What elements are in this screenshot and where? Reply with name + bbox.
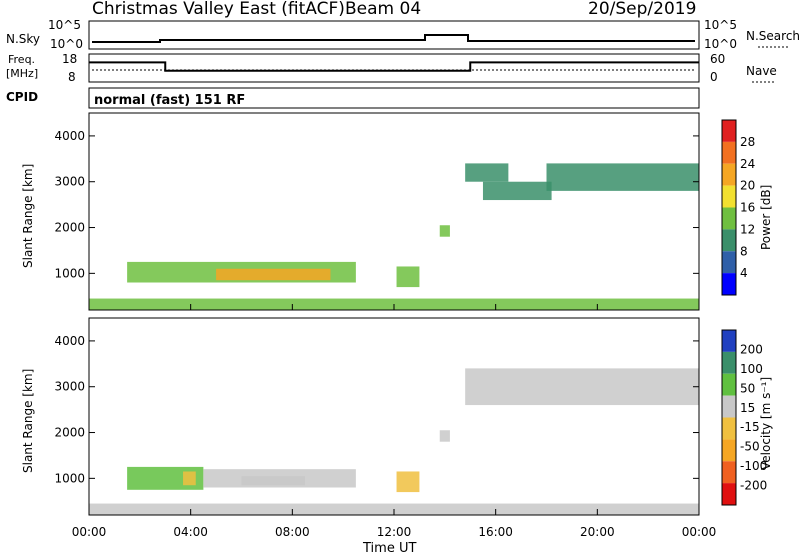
colorbar-tick-label: 12 bbox=[740, 222, 755, 236]
y-tick-label: 2000 bbox=[54, 221, 85, 235]
x-tick-label: 16:00 bbox=[478, 525, 513, 539]
colorbar-swatch bbox=[722, 251, 736, 274]
cpid-strip bbox=[88, 87, 700, 109]
nsky-trace bbox=[92, 34, 695, 43]
colorbar-tick-label: -15 bbox=[740, 420, 760, 434]
colorbar-tick-label: 50 bbox=[740, 381, 755, 395]
power-data-layer bbox=[89, 163, 699, 310]
cpid-value: normal (fast) 151 RF bbox=[94, 93, 245, 108]
y-tick-label: 1000 bbox=[54, 471, 85, 485]
colorbar-swatch bbox=[722, 439, 736, 462]
nsky-label: N.Sky bbox=[6, 32, 40, 46]
velocity-data-layer bbox=[89, 368, 699, 515]
x-tick-label: 00:00 bbox=[72, 525, 107, 539]
colorbar-frame bbox=[721, 119, 737, 296]
colorbar-tick-label: 100 bbox=[740, 362, 763, 376]
heatmap-cell bbox=[546, 163, 699, 191]
nave-label: Nave bbox=[746, 64, 777, 78]
date-label: 20/Sep/2019 bbox=[588, 0, 696, 19]
y-tick-label: 3000 bbox=[54, 380, 85, 394]
colorbar-swatch bbox=[722, 120, 736, 142]
heatmap-cell bbox=[241, 476, 306, 486]
velocity-colorbar-label: Velocity [m s⁻¹] bbox=[759, 377, 773, 470]
y-tick-label: 4000 bbox=[54, 334, 85, 348]
colorbar-tick-label: -100 bbox=[740, 459, 767, 473]
power-colorbar: 4 8 12 16 20 24 28 bbox=[721, 119, 755, 296]
heatmap-cell bbox=[183, 471, 196, 486]
colorbar-swatch bbox=[722, 207, 736, 230]
y-tick-label: 2000 bbox=[54, 426, 85, 440]
heatmap-cell bbox=[482, 181, 552, 201]
x-tick-label: 08:00 bbox=[275, 525, 310, 539]
velocity-y-axis-label: Slant Range [km] bbox=[21, 369, 35, 473]
x-tick-label: 00:00 bbox=[682, 525, 717, 539]
freq-strip bbox=[88, 53, 700, 83]
colorbar-tick-label: 4 bbox=[740, 266, 748, 280]
colorbar-tick-label: 15 bbox=[740, 401, 755, 415]
freq-label: Freq. bbox=[8, 53, 35, 66]
freq-tick-top: 18 bbox=[62, 52, 77, 66]
nsky-strip bbox=[88, 20, 700, 50]
colorbar-swatch bbox=[722, 163, 736, 186]
freq-tick-bottom: 8 bbox=[68, 70, 76, 84]
x-axis-ticks: 00:00 04:00 08:00 12:00 16:00 20:00 00:00 bbox=[72, 304, 717, 539]
velocity-colorbar: -200 -100 -50 -15 15 50 100 200 bbox=[721, 329, 767, 506]
power-colorbar-label: Power [dB] bbox=[759, 185, 773, 250]
colorbar-swatch bbox=[722, 373, 736, 396]
y-tick-label: 4000 bbox=[54, 129, 85, 143]
colorbar-swatch bbox=[722, 141, 736, 164]
nsky-tick-top: 10^5 bbox=[48, 18, 81, 32]
colorbar-frame bbox=[721, 329, 737, 506]
colorbar-tick-label: 20 bbox=[740, 179, 755, 193]
colorbar-swatch bbox=[722, 330, 736, 352]
cpid-label: CPID bbox=[6, 90, 38, 104]
colorbar-swatch bbox=[722, 395, 736, 418]
colorbar-tick-label: 16 bbox=[740, 201, 755, 215]
x-tick-label: 20:00 bbox=[580, 525, 615, 539]
nave-tick-top: 60 bbox=[710, 52, 725, 66]
nsearch-label: N.Search bbox=[746, 29, 800, 43]
x-axis-label: Time UT bbox=[362, 541, 416, 554]
nsearch-tick-top: 10^5 bbox=[704, 18, 737, 32]
colorbar-swatch bbox=[722, 351, 736, 374]
heatmap-cell bbox=[439, 225, 450, 237]
y-tick-label: 1000 bbox=[54, 266, 85, 280]
x-tick-label: 04:00 bbox=[173, 525, 208, 539]
colorbar-swatch bbox=[722, 417, 736, 440]
velocity-y-ticks: 1000 2000 3000 4000 bbox=[54, 334, 699, 485]
heatmap-cell bbox=[396, 266, 420, 288]
heatmap-cell bbox=[439, 430, 450, 442]
colorbar-swatch bbox=[722, 273, 736, 295]
power-y-ticks: 1000 2000 3000 4000 bbox=[54, 129, 699, 280]
colorbar-tick-label: 200 bbox=[740, 342, 763, 356]
colorbar-tick-label: 8 bbox=[740, 244, 748, 258]
colorbar-tick-label: 28 bbox=[740, 135, 755, 149]
heatmap-cell bbox=[216, 268, 331, 281]
heatmap-cell bbox=[396, 471, 420, 493]
heatmap-cell bbox=[465, 163, 509, 182]
heatmap-cell bbox=[465, 368, 699, 406]
colorbar-swatch bbox=[722, 229, 736, 252]
beam-label: Beam 04 bbox=[345, 0, 421, 19]
x-tick-label: 12:00 bbox=[377, 525, 412, 539]
colorbar-swatch bbox=[722, 461, 736, 484]
nave-tick-bottom: 0 bbox=[710, 70, 718, 84]
colorbar-tick-label: -50 bbox=[740, 440, 760, 454]
power-y-axis-label: Slant Range [km] bbox=[21, 164, 35, 268]
nsky-tick-bottom: 10^0 bbox=[50, 37, 83, 51]
freq-trace bbox=[89, 61, 699, 72]
colorbar-tick-label: 24 bbox=[740, 157, 755, 171]
colorbar-swatch bbox=[722, 483, 736, 505]
colorbar-swatch bbox=[722, 185, 736, 208]
nsearch-tick-bottom: 10^0 bbox=[704, 37, 737, 51]
y-tick-label: 3000 bbox=[54, 175, 85, 189]
chart-title: Christmas Valley East (fitACF) bbox=[92, 0, 345, 19]
colorbar-tick-label: -200 bbox=[740, 479, 767, 493]
freq-unit-label: [MHz] bbox=[6, 67, 38, 80]
